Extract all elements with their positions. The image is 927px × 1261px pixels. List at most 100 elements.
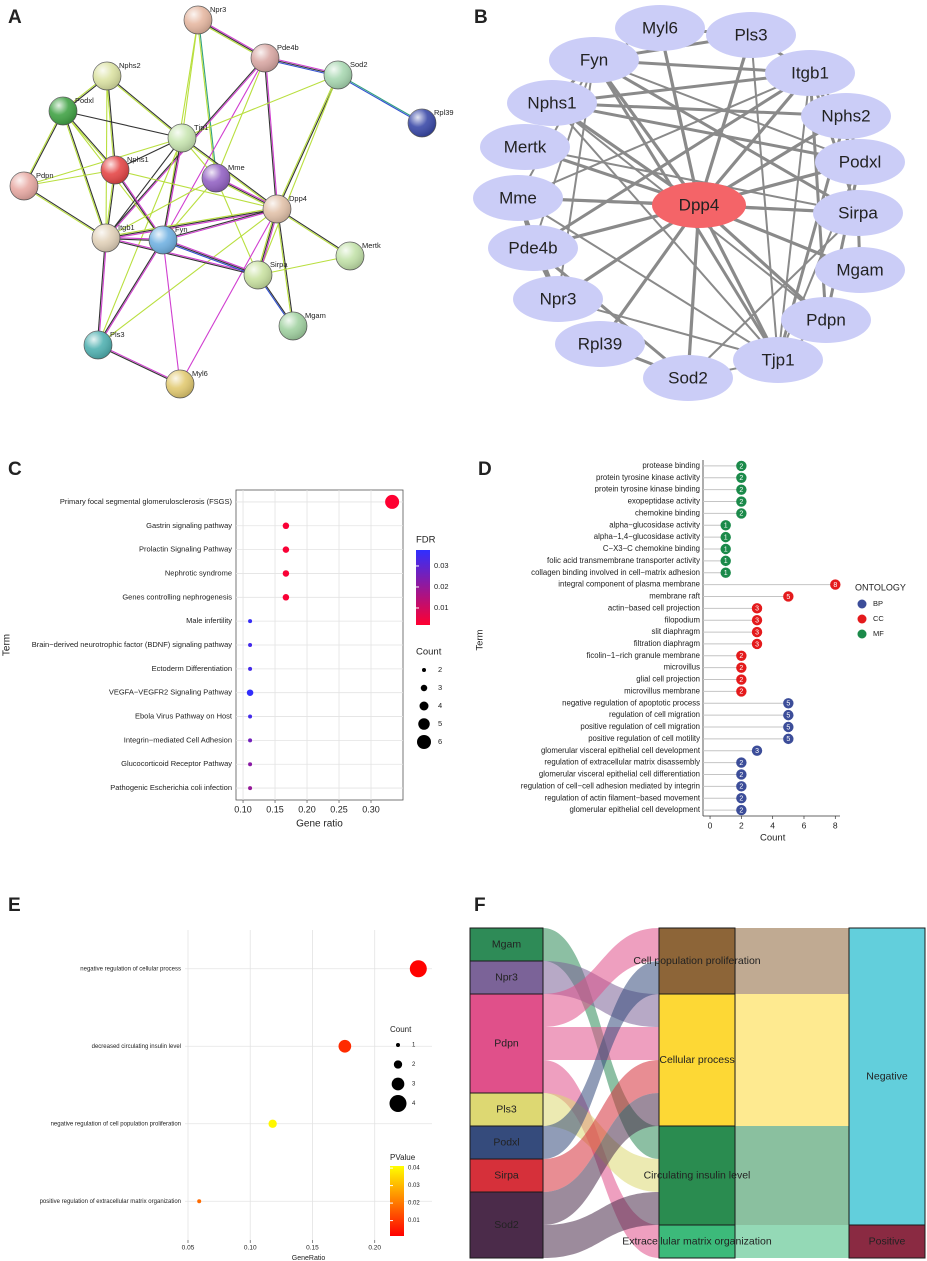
node-shine: [101, 156, 129, 184]
size-key: [422, 668, 426, 672]
node-label: Podxl: [493, 1136, 519, 1148]
y-tick-label: Brain−derived neurotrophic factor (BDNF)…: [32, 640, 233, 649]
point: [736, 496, 747, 507]
node-label: Npr3: [495, 971, 518, 983]
color-bar: [416, 550, 430, 625]
node: [507, 80, 597, 126]
edge: [23, 186, 106, 240]
y-tick-label: glial cell projection: [636, 675, 700, 684]
edge: [263, 58, 277, 210]
node-shine: [49, 97, 77, 125]
legend-key: [857, 614, 867, 624]
point: [720, 531, 731, 543]
y-tick-label: C−X3−C chemokine binding: [603, 544, 700, 553]
panel-letter: D: [478, 459, 492, 480]
edge: [551, 101, 861, 164]
value-label: 1: [724, 570, 728, 577]
y-axis-title: Term: [2, 634, 13, 656]
point: [720, 520, 731, 531]
color-bar: [390, 1166, 404, 1236]
edge: [257, 255, 351, 276]
node: [469, 1125, 544, 1160]
value-label: 2: [739, 772, 743, 779]
node-shine: [93, 62, 121, 90]
edge: [105, 238, 258, 277]
y-tick-label: alpha−glucosidase activity: [609, 520, 700, 529]
node-label: Mme: [228, 163, 245, 172]
node-label: Itgb1: [791, 63, 829, 82]
node-label: Tjp1: [761, 350, 794, 369]
node: [473, 175, 563, 221]
point: [783, 591, 794, 602]
y-tick-label: negative regulation of cellular process: [80, 966, 181, 972]
point: [830, 579, 841, 590]
edge: [658, 27, 701, 206]
size-key: [420, 684, 428, 692]
y-tick-label: Integrin−mediated Cell Adhesion: [124, 735, 232, 744]
edge: [105, 137, 183, 239]
dot: [282, 546, 290, 553]
node-shine: [168, 124, 196, 152]
node-label: Mme: [499, 188, 537, 207]
point: [736, 781, 747, 792]
edge: [105, 177, 217, 239]
dot: [248, 714, 253, 719]
y-tick-label: alpha−1,4−glucosidase activity: [594, 532, 700, 541]
node: [658, 993, 736, 1127]
node: [469, 1191, 544, 1259]
edge: [196, 20, 216, 179]
edge: [808, 72, 860, 214]
size-key-label: 5: [438, 719, 442, 728]
y-tick-label: glomerular visceral epithelial cell deve…: [541, 746, 701, 755]
point: [736, 508, 747, 519]
value-label: 1: [724, 523, 728, 530]
edge: [163, 138, 184, 241]
y-tick-label: collagen binding involved in cell−matrix…: [531, 568, 700, 577]
edge: [592, 59, 701, 206]
node: [469, 1092, 544, 1127]
edge: [61, 111, 106, 239]
y-tick-label: integral component of plasma membrane: [558, 580, 700, 589]
y-tick-label: Prolactin Signaling Pathway: [139, 545, 232, 554]
point: [751, 745, 763, 756]
point: [783, 733, 794, 745]
value-label: 2: [739, 677, 743, 684]
size-legend-title: Count: [416, 647, 442, 658]
edge: [162, 239, 259, 276]
edges: [22, 18, 423, 386]
dot: [248, 666, 253, 671]
edge: [277, 207, 351, 256]
node-shine: [244, 261, 272, 289]
y-tick-label: exopeptidase activity: [628, 497, 700, 506]
point: [783, 698, 794, 709]
node: [801, 93, 891, 139]
node-label: Sod2: [668, 368, 708, 387]
value-label: 5: [786, 736, 790, 743]
dot: [248, 762, 253, 767]
point: [736, 804, 747, 816]
node-label: Cell population proliferation: [633, 955, 760, 967]
point: [736, 769, 747, 780]
x-axis-title: Gene ratio: [296, 819, 343, 830]
dot: [282, 594, 290, 601]
y-tick-label: filtration diaphragm: [634, 639, 700, 648]
value-label: 2: [739, 784, 743, 791]
y-tick-label: protein tyrosine kinase activity: [596, 473, 700, 482]
panel-letter: A: [8, 7, 22, 28]
node-shine: [166, 370, 194, 398]
node-label: Circulating insulin level: [644, 1169, 751, 1181]
node-label: Extracellular matrix organization: [622, 1235, 772, 1247]
value-label: 2: [739, 796, 743, 803]
node-label: Sod2: [350, 60, 368, 69]
node: [513, 276, 603, 322]
node: [848, 1224, 926, 1259]
node-label: Sirpa: [270, 260, 288, 269]
y-tick-label: Primary focal segmental glomeruloscleros…: [60, 497, 233, 506]
y-tick-label: regulation of cell−cell adhesion mediate…: [521, 781, 700, 790]
flow: [735, 994, 849, 1126]
y-tick-label: positive regulation of cell motility: [588, 734, 700, 743]
flow: [543, 1192, 659, 1258]
x-axis-title: Count: [760, 833, 786, 844]
edge: [338, 73, 423, 123]
